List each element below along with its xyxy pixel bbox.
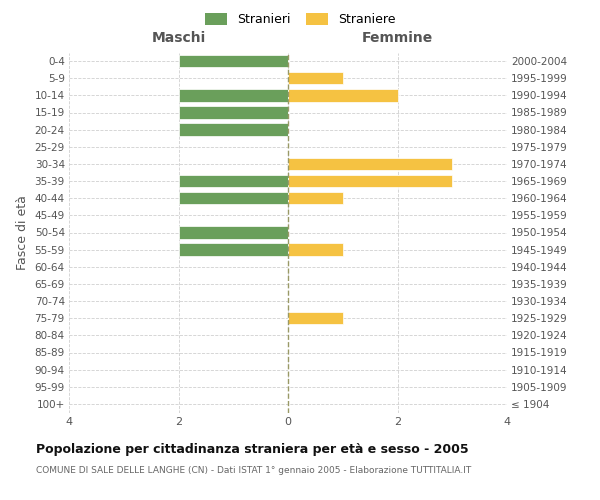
- Bar: [179, 89, 288, 102]
- Bar: [179, 244, 288, 256]
- Bar: [179, 55, 288, 67]
- Bar: [288, 192, 343, 204]
- Bar: [179, 106, 288, 118]
- Bar: [288, 175, 452, 187]
- Text: COMUNE DI SALE DELLE LANGHE (CN) - Dati ISTAT 1° gennaio 2005 - Elaborazione TUT: COMUNE DI SALE DELLE LANGHE (CN) - Dati …: [36, 466, 471, 475]
- Bar: [288, 89, 398, 102]
- Text: Femmine: Femmine: [362, 32, 433, 46]
- Bar: [288, 72, 343, 85]
- Bar: [288, 244, 343, 256]
- Text: Maschi: Maschi: [151, 32, 206, 46]
- Bar: [288, 158, 452, 170]
- Bar: [179, 124, 288, 136]
- Text: Popolazione per cittadinanza straniera per età e sesso - 2005: Popolazione per cittadinanza straniera p…: [36, 442, 469, 456]
- Bar: [288, 312, 343, 324]
- Bar: [179, 192, 288, 204]
- Bar: [179, 175, 288, 187]
- Legend: Stranieri, Straniere: Stranieri, Straniere: [201, 8, 399, 30]
- Y-axis label: Fasce di età: Fasce di età: [16, 195, 29, 270]
- Bar: [179, 226, 288, 238]
